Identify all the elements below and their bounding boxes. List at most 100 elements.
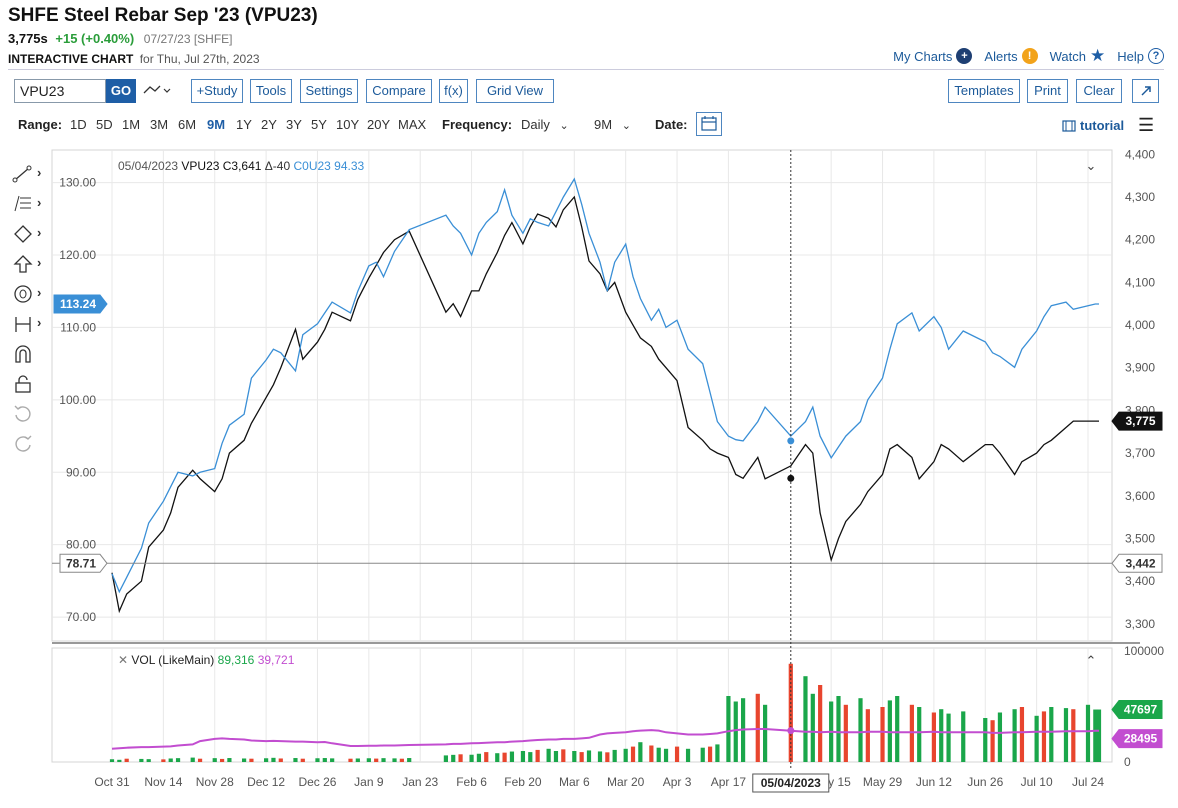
- undo-tool[interactable]: [8, 402, 50, 426]
- arrow-tool[interactable]: ›: [8, 252, 50, 276]
- shape-tool[interactable]: ›: [8, 222, 50, 246]
- chevron-right-icon: ›: [37, 195, 42, 210]
- templates-button[interactable]: Templates: [948, 79, 1020, 103]
- range-max[interactable]: MAX: [398, 117, 427, 132]
- left-hline-marker: 78.71: [59, 553, 108, 573]
- volume-bar: [946, 713, 951, 762]
- line-tool[interactable]: ›: [8, 162, 50, 186]
- volume-bar: [887, 700, 892, 762]
- range-9m[interactable]: 9M: [207, 117, 226, 132]
- range-2y[interactable]: 2Y: [261, 117, 277, 132]
- volume-bar: [495, 753, 500, 762]
- clear-button[interactable]: Clear: [1076, 79, 1122, 103]
- volume-bar: [264, 758, 269, 762]
- help-link[interactable]: Help ?: [1117, 48, 1164, 64]
- go-button[interactable]: GO: [106, 79, 136, 103]
- volume-average-line: [111, 728, 1099, 750]
- grid-view-button[interactable]: Grid View: [476, 79, 554, 103]
- redo-tool[interactable]: [8, 432, 50, 456]
- function-button[interactable]: f(x): [439, 79, 468, 103]
- range-6m[interactable]: 6M: [178, 117, 197, 132]
- volume-bar: [271, 757, 276, 762]
- x-tick-label: Jun 12: [916, 775, 952, 789]
- volume-bar: [227, 758, 232, 762]
- x-tick-label: Apr 3: [663, 775, 692, 789]
- range-1m[interactable]: 1M: [122, 117, 141, 132]
- lock-tool[interactable]: [8, 372, 50, 396]
- compare-button[interactable]: Compare: [366, 79, 432, 103]
- range-bar: Range: 1D 5D 1M 3M 6M 9M 1Y 2Y 3Y 5Y 10Y…: [18, 112, 1168, 136]
- measure-tool[interactable]: ›: [8, 312, 50, 336]
- chevron-right-icon: ›: [37, 315, 42, 330]
- volume-bar: [197, 758, 203, 762]
- range-5y[interactable]: 5Y: [311, 117, 327, 132]
- alerts-link[interactable]: Alerts !: [984, 48, 1038, 64]
- volume-bar: [1093, 709, 1098, 762]
- period-value: 9M: [594, 117, 613, 132]
- print-button[interactable]: Print: [1027, 79, 1068, 103]
- right-hline-marker: 3,442: [1111, 553, 1163, 573]
- period-select[interactable]: 9M ⌄: [594, 117, 631, 132]
- volume-bar: [843, 704, 848, 762]
- menu-icon[interactable]: ☰: [1138, 115, 1155, 135]
- volume-bar: [1012, 709, 1017, 762]
- y-right-tick-label: 3,700: [1125, 446, 1155, 460]
- y-left-tick-label: 70.00: [66, 610, 96, 624]
- lock-icon: [15, 375, 31, 393]
- ellipse-tool[interactable]: ›: [8, 282, 50, 306]
- range-3m[interactable]: 3M: [150, 117, 169, 132]
- chevron-right-icon: ›: [37, 255, 42, 270]
- range-1d[interactable]: 1D: [70, 117, 87, 132]
- volume-bar: [597, 751, 603, 762]
- volume-bar: [649, 745, 654, 762]
- settings-button[interactable]: Settings: [300, 79, 358, 103]
- expand-panel-icon: ⌃: [1086, 653, 1097, 668]
- x-tick-label: May 29: [863, 775, 903, 789]
- volume-bar: [685, 748, 691, 762]
- my-charts-link[interactable]: My Charts +: [893, 48, 973, 64]
- volume-bar: [788, 663, 793, 762]
- add-study-button[interactable]: +Study: [191, 79, 243, 103]
- expand-button[interactable]: [1132, 79, 1159, 103]
- volume-bar: [674, 746, 680, 762]
- chart-type-icon[interactable]: [142, 81, 174, 101]
- fibonacci-tool[interactable]: ›: [8, 192, 50, 216]
- volume-bar: [836, 696, 841, 762]
- range-10y[interactable]: 10Y: [336, 117, 360, 132]
- y-right-tick-label: 4,200: [1125, 233, 1155, 247]
- range-20y[interactable]: 20Y: [367, 117, 391, 132]
- y-right-tick-label: 4,100: [1125, 275, 1155, 289]
- tutorial-link[interactable]: tutorial: [1062, 118, 1124, 133]
- volume-bar: [553, 751, 559, 762]
- film-icon: [1062, 119, 1076, 132]
- volume-bar: [1071, 709, 1076, 762]
- volume-bar: [348, 758, 353, 762]
- volume-bar: [407, 758, 412, 762]
- magnet-tool[interactable]: [8, 342, 50, 366]
- help-label: Help: [1117, 48, 1144, 64]
- range-3y[interactable]: 3Y: [286, 117, 302, 132]
- tutorial-label: tutorial: [1080, 118, 1125, 133]
- symbol-input[interactable]: VPU23: [14, 79, 106, 103]
- crosshair-point-compare: [787, 437, 795, 445]
- redo-icon: [15, 435, 32, 452]
- range-5d[interactable]: 5D: [96, 117, 113, 132]
- watch-link[interactable]: Watch ★: [1050, 47, 1106, 64]
- crosshair-date-box: [752, 773, 830, 793]
- date-picker-button[interactable]: [696, 112, 722, 136]
- y-right-tick-label: 3,900: [1125, 361, 1155, 375]
- tools-button[interactable]: Tools: [250, 79, 292, 103]
- volume-legend-item: VOL (LikeMain): [131, 653, 217, 667]
- calendar-icon: [701, 116, 717, 131]
- frequency-select[interactable]: Daily ⌄: [521, 117, 569, 132]
- volume-bar: [502, 752, 507, 762]
- range-1y[interactable]: 1Y: [236, 117, 252, 132]
- volume-bar: [990, 720, 995, 762]
- crosshair-point-vol-avg: [787, 727, 795, 735]
- chart-date-label: for Thu, Jul 27th, 2023: [139, 52, 260, 66]
- y-left-tick-label: 90.00: [66, 465, 96, 479]
- volume-bar: [520, 751, 526, 762]
- volume-bar: [803, 676, 808, 762]
- x-tick-label: Jun 26: [967, 775, 1003, 789]
